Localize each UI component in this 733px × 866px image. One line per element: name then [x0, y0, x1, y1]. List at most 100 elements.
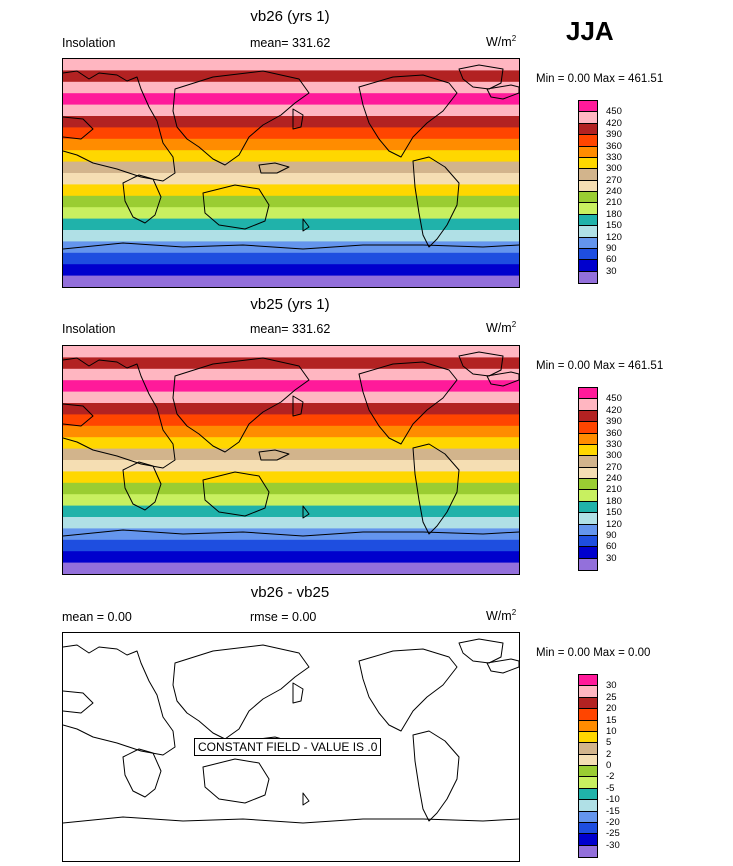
coastline — [358, 648, 458, 732]
coastline — [292, 395, 304, 417]
colorbar-swatch — [579, 800, 597, 812]
colorbar-swatch — [579, 146, 597, 158]
colorbar-tick-label: 180 — [606, 495, 622, 507]
coastline — [63, 529, 519, 537]
colorbar-swatch — [579, 123, 597, 136]
lat-band — [63, 528, 519, 541]
panel1-map-svg — [63, 59, 519, 287]
lat-band — [63, 403, 519, 415]
colorbar-swatch — [579, 720, 597, 732]
lat-band — [63, 138, 519, 151]
colorbar-tick-label: 210 — [606, 197, 622, 209]
colorbar-swatch — [579, 686, 597, 698]
coastline — [63, 690, 94, 714]
coastline — [486, 658, 519, 674]
colorbar-swatch — [579, 180, 597, 192]
panel2-coastlines — [63, 351, 519, 537]
lat-band — [63, 161, 519, 174]
colorbar-tick-label: 300 — [606, 450, 622, 462]
colorbar-swatch — [579, 709, 597, 721]
colorbar-swatch — [579, 410, 597, 423]
colorbar-tick-label: 20 — [606, 703, 617, 715]
lat-band — [63, 437, 519, 450]
colorbar-tick-label: 150 — [606, 220, 622, 232]
colorbar-swatch — [579, 535, 597, 548]
colorbar-swatch — [579, 248, 597, 261]
coastline — [358, 361, 458, 445]
colorbar-swatch — [579, 226, 597, 238]
panel2-units: W/m2 — [486, 320, 517, 336]
colorbar-swatch — [579, 444, 597, 457]
panel2-minmax: Min = 0.00 Max = 461.51 — [536, 360, 664, 372]
constant-field-annotation: CONSTANT FIELD - VALUE IS .0 — [194, 738, 382, 756]
lat-band — [63, 460, 519, 472]
lat-band — [63, 517, 519, 529]
coastline — [63, 357, 176, 469]
coastline — [63, 116, 94, 140]
colorbar-swatch — [579, 731, 597, 744]
lat-band — [63, 195, 519, 208]
colorbar-swatch — [579, 271, 597, 283]
coastline — [458, 64, 504, 90]
colorbar-swatch — [579, 214, 597, 227]
colorbar-tick-label: 120 — [606, 231, 622, 243]
colorbar-tick-label: 15 — [606, 714, 617, 726]
colorbar-swatch — [579, 501, 597, 514]
colorbar-swatch — [579, 467, 597, 479]
colorbar-tick-label: 300 — [606, 163, 622, 175]
coastline — [302, 792, 310, 806]
colorbar-tick-label: -10 — [606, 794, 620, 806]
coastline — [412, 730, 460, 822]
lat-band — [63, 505, 519, 518]
panel3-colorbar — [578, 674, 598, 858]
coastline — [486, 84, 519, 100]
colorbar-swatch — [579, 547, 597, 559]
colorbar-swatch — [579, 788, 597, 801]
colorbar-tick-label: 30 — [606, 680, 617, 692]
coastline — [202, 184, 270, 230]
colorbar-swatch — [579, 675, 597, 687]
lat-band — [63, 482, 519, 495]
lat-band — [63, 414, 519, 427]
panel2-map — [62, 345, 520, 575]
lat-band — [63, 551, 519, 564]
lat-band — [63, 127, 519, 140]
colorbar-tick-label: 60 — [606, 254, 617, 266]
colorbar-swatch — [579, 422, 597, 434]
lat-band — [63, 207, 519, 220]
lat-band — [63, 471, 519, 484]
colorbar-tick-label: 270 — [606, 461, 622, 473]
coastline — [172, 357, 310, 453]
colorbar-swatch — [579, 811, 597, 823]
coastline — [63, 242, 519, 250]
coastline — [458, 638, 504, 664]
colorbar-tick-label: 10 — [606, 725, 617, 737]
colorbar-tick-label: 120 — [606, 518, 622, 530]
coastline — [63, 403, 94, 427]
panel1-minmax: Min = 0.00 Max = 461.51 — [536, 73, 664, 85]
colorbar-tick-label: 240 — [606, 186, 622, 197]
lat-band — [63, 93, 519, 106]
colorbar-tick-label: 330 — [606, 151, 622, 163]
panel2-mean: mean= 331.62 — [250, 322, 331, 336]
season-label: JJA — [566, 16, 614, 46]
colorbar-swatch — [579, 260, 597, 272]
lat-band — [63, 230, 519, 242]
lat-band — [63, 150, 519, 163]
colorbar-tick-label: 360 — [606, 140, 622, 152]
colorbar-tick-label: -30 — [606, 839, 620, 851]
lat-band — [63, 70, 519, 83]
colorbar-tick-label: 450 — [606, 393, 622, 405]
lat-band — [63, 104, 519, 117]
lat-band — [63, 218, 519, 231]
coastline — [172, 644, 310, 740]
colorbar-swatch — [579, 558, 597, 570]
colorbar-tick-label: 390 — [606, 129, 622, 141]
colorbar-swatch — [579, 524, 597, 536]
colorbar-tick-label: 2 — [606, 748, 612, 760]
colorbar-swatch — [579, 237, 597, 249]
coastline — [302, 218, 310, 232]
colorbar-swatch — [579, 169, 597, 181]
colorbar-swatch — [579, 490, 597, 502]
colorbar-tick-label: 390 — [606, 416, 622, 428]
